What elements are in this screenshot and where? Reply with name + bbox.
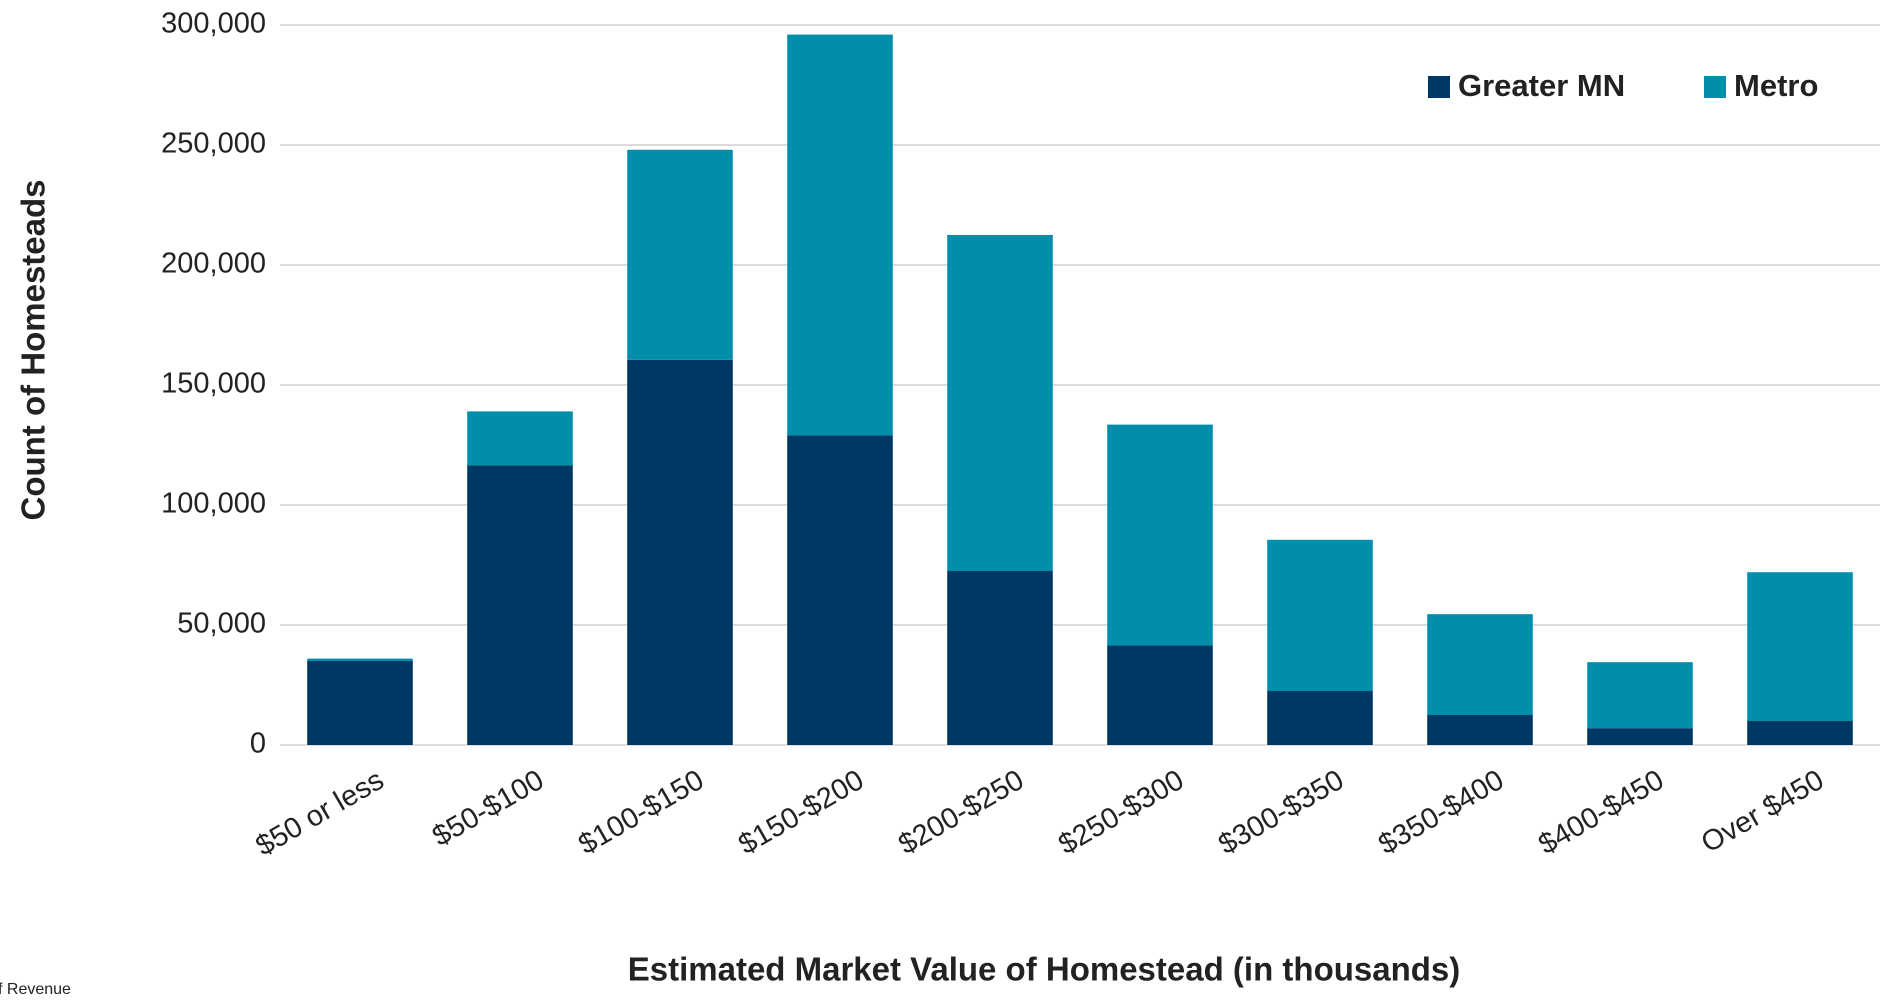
x-tick-label: $250-$300 [1053, 764, 1189, 861]
y-tick-label: 200,000 [161, 248, 266, 280]
x-tick-label: $50-$100 [427, 764, 549, 853]
x-tick-label: $300-$350 [1213, 764, 1349, 861]
x-tick-label: $350-$400 [1373, 764, 1509, 861]
x-tick-label: $50 or less [250, 764, 389, 863]
y-tick-label: 0 [250, 728, 266, 760]
legend-swatch [1428, 76, 1450, 98]
y-tick-label: 150,000 [161, 368, 266, 400]
bar-segment [307, 661, 413, 745]
bar-segment [1427, 614, 1533, 715]
y-tick-label: 50,000 [177, 608, 266, 640]
bar-segment [1427, 715, 1533, 745]
bar-segment [627, 359, 733, 745]
legend-swatch [1704, 76, 1726, 98]
bar-segment [1747, 572, 1853, 721]
x-tick-label: $100-$150 [573, 764, 709, 861]
y-tick-label: 100,000 [161, 488, 266, 520]
bar-segment [627, 149, 733, 360]
bar-segment [1267, 691, 1373, 745]
bar-segment [1267, 539, 1373, 691]
bar-segment [947, 235, 1053, 571]
y-tick-label: 250,000 [161, 128, 266, 160]
bar-segment [1587, 728, 1693, 745]
x-tick-label: $150-$200 [733, 764, 869, 861]
bar-segment [467, 411, 573, 466]
bar-segment [307, 658, 413, 661]
x-axis-title: Estimated Market Value of Homestead (in … [628, 951, 1461, 988]
bar-segment [947, 571, 1053, 745]
x-tick-label: $200-$250 [893, 764, 1029, 861]
bar-segment [1107, 645, 1213, 745]
x-tick-label: $400-$450 [1533, 764, 1669, 861]
bar-segment [1587, 662, 1693, 729]
bar-segment [1747, 721, 1853, 745]
bar-segment [787, 435, 893, 745]
y-axis-title: Count of Homesteads [15, 179, 52, 520]
bar-segment [1107, 424, 1213, 646]
x-tick-label: Over $450 [1696, 764, 1829, 859]
legend-label: Metro [1734, 68, 1818, 103]
y-tick-label: 300,000 [161, 8, 266, 40]
legend-label: Greater MN [1458, 68, 1625, 103]
bar-segment [467, 465, 573, 745]
source-note: f Revenue [0, 981, 71, 998]
bar-segment [787, 34, 893, 436]
